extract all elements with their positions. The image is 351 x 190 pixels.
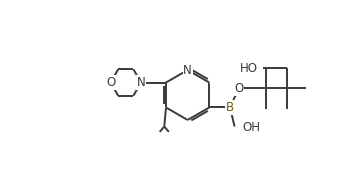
Text: N: N [183,63,192,77]
Text: HO: HO [240,62,258,75]
Text: O: O [234,82,243,95]
Text: O: O [106,76,115,89]
Text: OH: OH [242,121,260,135]
Text: N: N [137,76,145,89]
Text: N: N [137,76,145,89]
Text: B: B [226,101,234,114]
